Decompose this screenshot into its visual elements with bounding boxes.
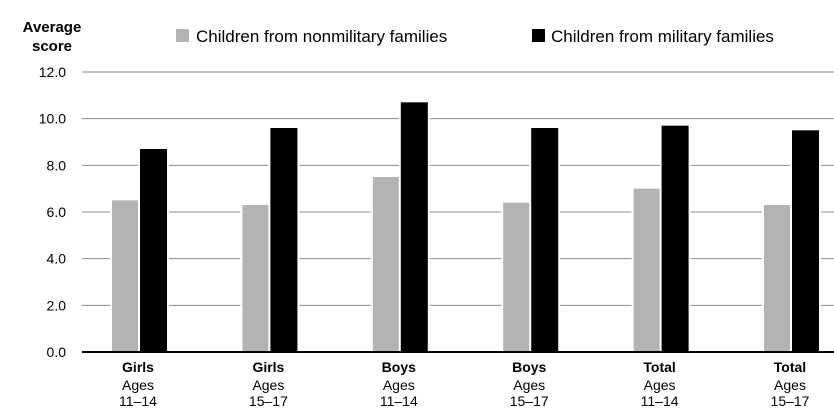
category-age-range: 11–14 [380,393,418,408]
x-category-labels: GirlsAges11–14GirlsAges15–17BoysAges11–1… [119,359,810,408]
y-tick-labels: 0.0 2.0 4.0 6.0 8.0 10.0 12.0 [39,64,66,360]
bar-military [661,125,689,352]
y-axis-title-line-1: Average [23,19,82,36]
bar-nonmilitary [242,205,270,351]
y-tick-label: 6.0 [47,204,67,220]
bar-nonmilitary [503,202,531,351]
category-age-range: 15–17 [771,393,810,408]
category-label: Girls [122,359,154,375]
bar-military [792,130,819,351]
legend-swatch [176,29,189,42]
category-sublabel: Ages [252,377,284,393]
category-age-range: 15–17 [510,393,549,408]
y-tick-label: 0.0 [47,344,67,360]
category-age-range: 11–14 [119,393,157,408]
bar-nonmilitary [112,200,139,351]
legend: Children from nonmilitary families Childr… [176,27,774,46]
category-label: Total [774,359,806,375]
bar-military [400,102,428,351]
y-axis-title-line-2: score [32,38,72,55]
category-sublabel: Ages [122,377,154,393]
category-sublabel: Ages [513,377,545,393]
bar-nonmilitary [764,205,791,351]
category-sublabel: Ages [774,377,806,393]
legend-label: Children from military families [551,27,774,46]
category-age-range: 11–14 [641,393,679,408]
y-tick-label: 12.0 [39,64,66,80]
legend-swatch [532,29,545,42]
y-tick-label: 4.0 [47,251,67,267]
y-tick-label: 10.0 [39,111,66,127]
category-label: Boys [512,359,546,375]
category-label: Total [643,359,675,375]
legend-label: Children from nonmilitary families [196,27,447,46]
y-tick-label: 2.0 [47,297,67,313]
bar-military [270,128,298,351]
category-sublabel: Ages [644,377,676,393]
y-tick-label: 8.0 [47,157,67,173]
category-label: Girls [252,359,284,375]
bar-nonmilitary [633,188,661,351]
category-label: Boys [382,359,416,375]
bar-military [531,128,559,351]
category-age-range: 15–17 [249,393,288,408]
bars [110,100,821,352]
gridlines [82,71,834,353]
bar-nonmilitary [372,177,400,351]
category-sublabel: Ages [383,377,415,393]
bar-military [140,149,167,351]
